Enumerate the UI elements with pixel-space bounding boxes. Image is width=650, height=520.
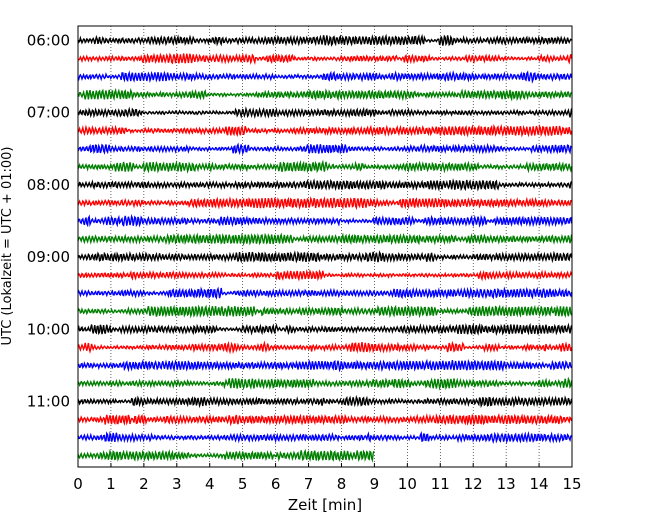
trace-line [77,268,573,282]
trace-line [77,394,573,409]
x-axis-label: Zeit [min] [288,496,362,514]
trace-line [77,69,573,84]
trace-line [77,106,573,120]
trace-line [77,178,573,192]
x-tick-label: 4 [205,475,215,493]
trace-lines [77,33,573,463]
trace-line [77,52,573,66]
trace-line [77,358,573,373]
y-tick-label: 06:00 [27,32,70,50]
y-tick-label: 10:00 [27,320,70,338]
y-tick-label: 08:00 [27,176,70,194]
x-tick-label: 11 [431,475,450,493]
y-axis-ticks: 06:00 07:00 08:00 09:00 10:00 11:00 [27,32,82,411]
x-tick-label: 12 [464,475,483,493]
x-tick-label: 1 [106,475,116,493]
trace-line [77,232,573,247]
trace-line [77,159,573,174]
x-tick-label: 15 [562,475,581,493]
x-tick-label: 5 [238,475,248,493]
trace-line [77,376,573,391]
trace-line [77,322,573,337]
plot-frame [77,25,573,468]
y-axis-label: UTC (Lokalzeit = UTC + 01:00) [0,147,15,346]
trace-line [77,340,573,355]
x-tick-label: 3 [172,475,182,493]
trace-line [77,431,573,445]
trace-line [77,412,573,427]
y-tick-label: 09:00 [27,248,70,266]
x-axis-ticks: 0 1 2 3 4 5 6 7 8 9 10 11 12 13 14 15 [73,463,582,493]
trace-line [77,142,572,156]
x-tick-label: 7 [304,475,314,493]
y-tick-label: 11:00 [27,393,70,411]
trace-line [77,87,573,102]
trace-line [77,195,572,211]
x-tick-label: 0 [73,475,83,493]
x-tick-label: 14 [530,475,549,493]
trace-line [77,286,573,300]
x-tick-label: 2 [139,475,149,493]
x-tick-label: 9 [370,475,380,493]
x-tick-label: 8 [337,475,347,493]
trace-line [77,123,573,138]
trace-line [77,250,573,264]
trace-line [77,304,573,319]
x-tick-label: 10 [398,475,417,493]
x-tick-label: 13 [497,475,516,493]
y-tick-label: 07:00 [27,104,70,122]
x-tick-label: 6 [271,475,281,493]
trace-line [77,448,375,463]
trace-line [77,213,573,228]
trace-line [77,33,573,47]
